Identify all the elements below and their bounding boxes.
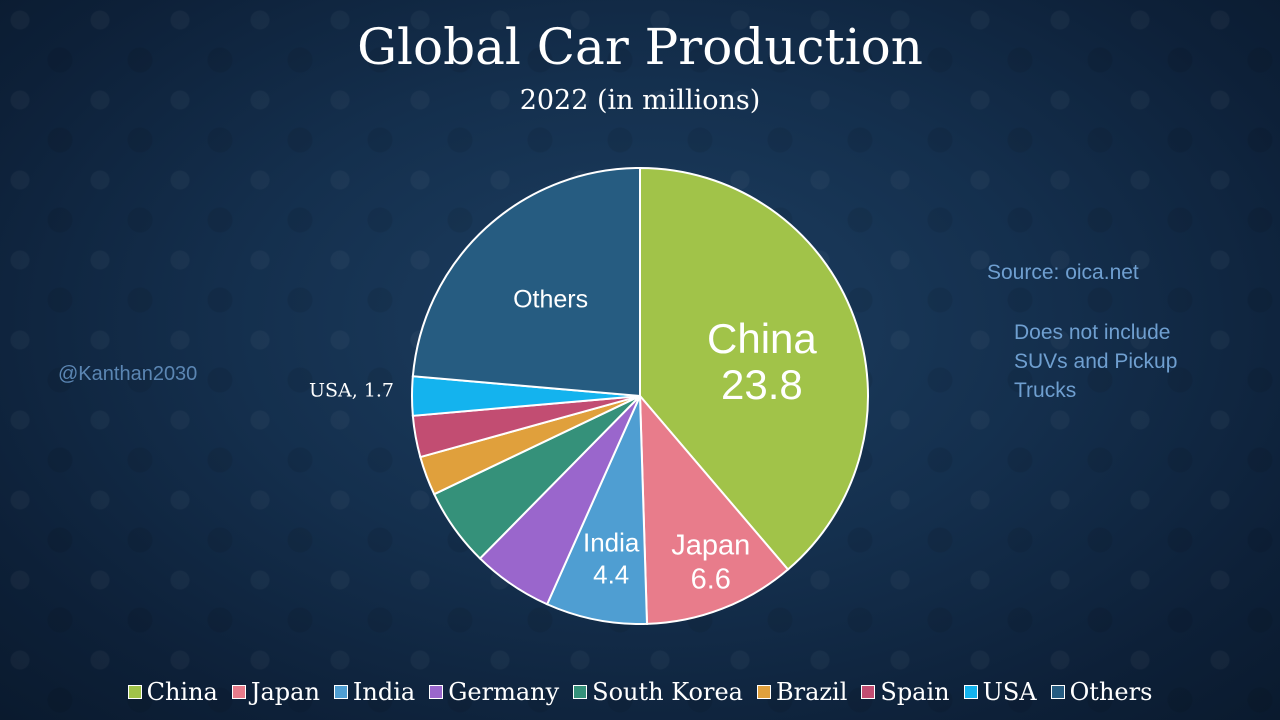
legend-item-germany: Germany	[429, 676, 559, 708]
legend-label: USA	[982, 678, 1037, 706]
watermark-handle: @Kanthan2030	[58, 363, 198, 385]
legend-label: South Korea	[592, 678, 743, 706]
legend-item-china: China	[127, 676, 218, 708]
pie-slice-china	[639, 166, 870, 571]
legend-swatch	[756, 685, 771, 699]
slice-label-japan: Japan 6.6	[671, 530, 750, 596]
slice-label-china: China 23.8	[707, 315, 817, 408]
slice-label-others: Others	[513, 285, 588, 313]
legend-item-usa: USA	[963, 676, 1037, 708]
legend-item-india: India	[333, 676, 416, 708]
legend-swatch	[1050, 685, 1065, 699]
chart-legend: China Japan India Germany South Korea Brazil S…	[0, 676, 1280, 708]
legend-swatch	[861, 685, 876, 699]
pie-slice-others	[411, 166, 641, 398]
legend-swatch	[429, 685, 444, 699]
legend-swatch	[231, 685, 246, 699]
legend-swatch	[127, 685, 142, 699]
legend-label: China	[146, 678, 218, 706]
legend-item-spain: Spain	[861, 676, 950, 708]
legend-item-others: Others	[1050, 676, 1153, 708]
legend-label: Others	[1069, 678, 1153, 706]
legend-label: India	[352, 678, 416, 706]
pie-slice-japan	[638, 393, 790, 625]
source-note: Source: oica.net	[987, 261, 1139, 284]
legend-item-south-korea: South Korea	[573, 676, 743, 708]
slice-label-usa: USA, 1.7	[309, 380, 394, 402]
legend-item-japan: Japan	[231, 676, 320, 708]
legend-swatch	[573, 685, 588, 699]
disclaimer-note: Does not include SUVs and Pickup Trucks	[1014, 321, 1178, 402]
slice-label-india: India 4.4	[583, 528, 640, 590]
legend-label: Spain	[880, 678, 950, 706]
chart-subtitle: 2022 (in millions)	[519, 85, 761, 116]
chart-title: Global Car Production	[357, 18, 923, 76]
legend-label: Japan	[250, 678, 320, 706]
legend-label: Brazil	[775, 678, 848, 706]
legend-swatch	[333, 685, 348, 699]
pie-slice-india	[545, 395, 649, 625]
legend-swatch	[963, 685, 978, 699]
legend-label: Germany	[448, 678, 560, 706]
legend-item-brazil: Brazil	[756, 676, 848, 708]
